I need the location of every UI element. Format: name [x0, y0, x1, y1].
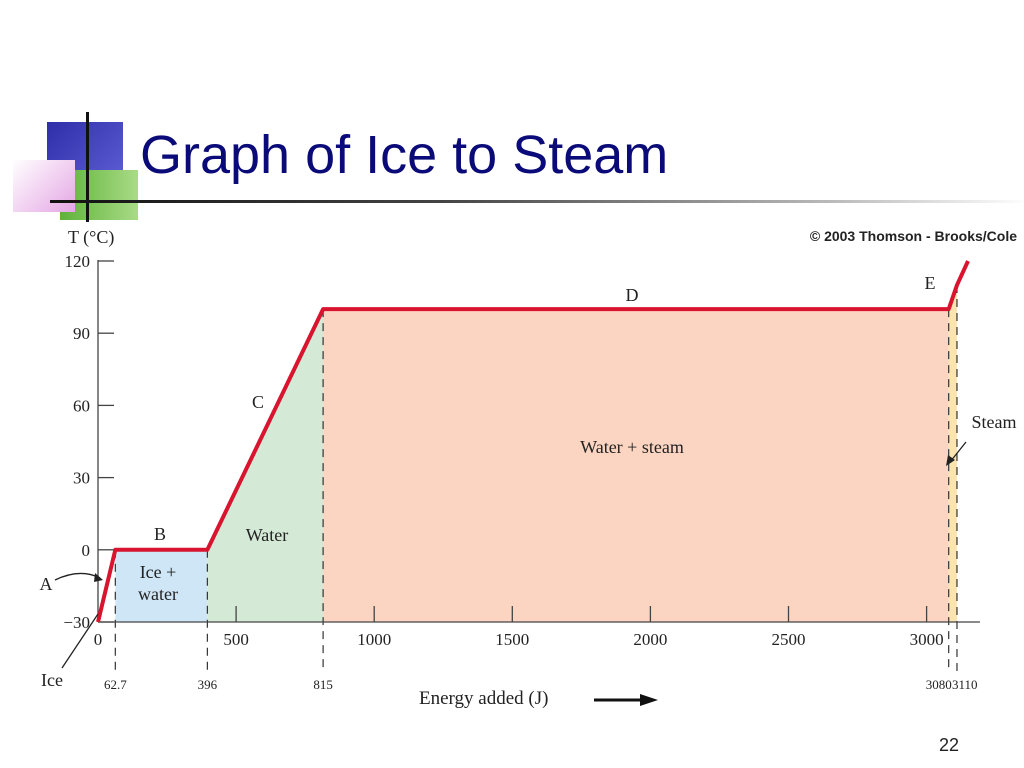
region-label: Water + steam [580, 437, 684, 457]
x-tick-label: 500 [223, 630, 249, 649]
temperature-line [96, 260, 970, 623]
boundary-label: 3080 [926, 677, 952, 692]
decor-vertical-line [86, 112, 89, 222]
ice-pointer-line [61, 613, 99, 669]
region-3 [948, 285, 957, 622]
segment-label-b: B [154, 524, 166, 544]
steam-annotation: Steam [972, 412, 1017, 432]
segment-label-e: E [925, 273, 936, 293]
boundary-dashes [114, 285, 958, 672]
slide-title: Graph of Ice to Steam [140, 125, 669, 185]
temperature-curve [96, 260, 970, 623]
copyright-text: © 2003 Thomson - Brooks/Cole [810, 228, 1017, 244]
x-tick-label: 1500 [495, 630, 529, 649]
y-tick-label: 120 [65, 252, 91, 271]
boundary-label: 62.7 [104, 677, 127, 692]
region-label: Water [246, 525, 289, 545]
chart-text: T (°C) © 2003 Thomson - Brooks/Cole Ener… [40, 227, 1018, 709]
y-tick-label: 90 [73, 324, 90, 343]
y-axis-label: T (°C) [68, 227, 114, 248]
ice-annotation: Ice [41, 670, 63, 690]
boundary-label: 3110 [952, 677, 978, 692]
region-2 [323, 309, 949, 622]
phase-regions [115, 285, 957, 622]
segment-label-c: C [252, 392, 264, 412]
region-labels: Ice + water Water Water + steam [138, 437, 684, 604]
x-tick-label: 0 [94, 630, 103, 649]
boundary-label: 815 [313, 677, 333, 692]
arrow-a-head [94, 573, 103, 582]
y-tick-label: 60 [73, 396, 90, 415]
arrow-a [54, 572, 101, 581]
region-1 [207, 309, 324, 622]
y-tick-label: 0 [82, 541, 91, 560]
x-tick-label: 2000 [633, 630, 667, 649]
region-label: Ice + water [138, 562, 178, 604]
steam-pointer-head [946, 455, 955, 466]
boundary-label: 396 [198, 677, 218, 692]
region-0 [115, 549, 208, 622]
tick-marks [98, 260, 928, 623]
title-underline [50, 200, 1024, 203]
x-axis-label: Energy added (J) [419, 688, 548, 709]
decor-pink-square [13, 160, 75, 212]
x-axis-arrow-head [640, 694, 658, 706]
x-tick-label: 1000 [357, 630, 391, 649]
boundary-labels: 62.7 396 815 3080 3110 [104, 677, 978, 692]
segment-label-d: D [626, 285, 639, 305]
x-tick-label: 3000 [910, 630, 944, 649]
x-tick-label: 2500 [772, 630, 806, 649]
y-tick-label: −30 [63, 613, 90, 632]
y-tick-label: 30 [73, 469, 90, 488]
axes [97, 260, 980, 623]
page-number: 22 [939, 735, 960, 755]
segment-label-a: A [40, 574, 53, 594]
